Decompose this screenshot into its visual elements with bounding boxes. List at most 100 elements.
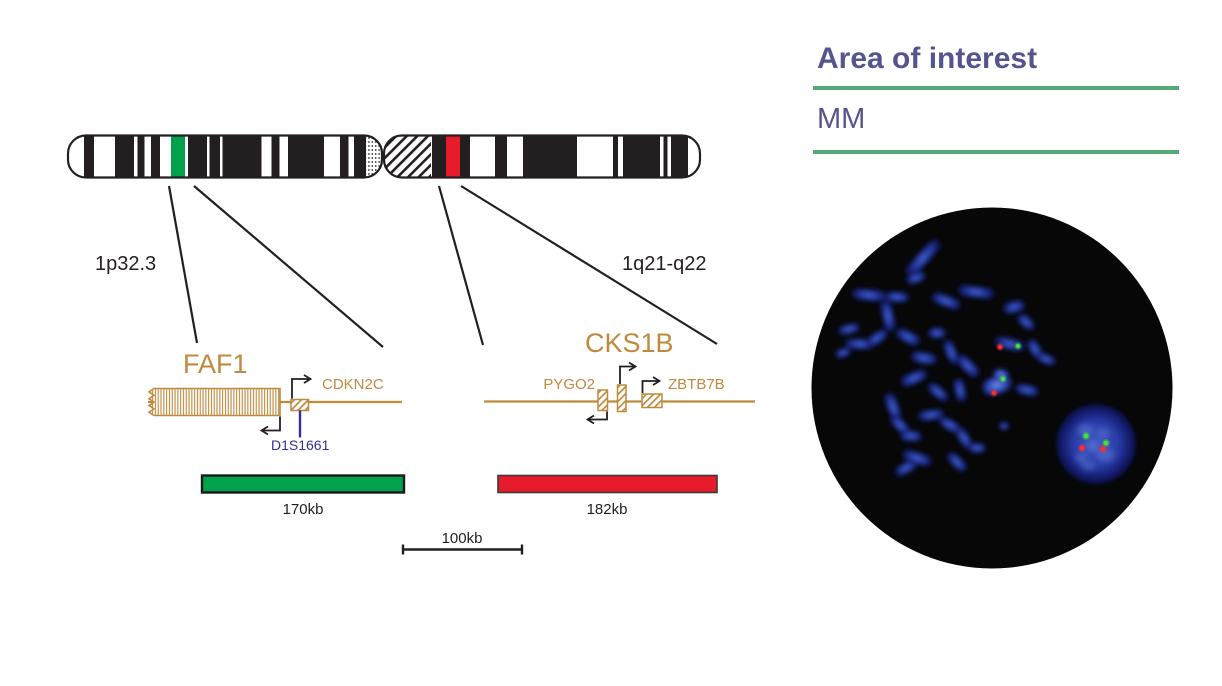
metaphase-chromosome xyxy=(1015,383,1039,397)
metaphase-chromosome xyxy=(900,430,922,442)
metaphase-chromosome xyxy=(883,392,903,422)
metaphase-chromosome xyxy=(993,368,1009,382)
q-arm-band xyxy=(460,135,470,178)
metaphase-chromosome xyxy=(953,378,967,402)
pygo2-gene-box xyxy=(597,389,609,412)
zbtb7b-transcription-arrow xyxy=(641,381,660,393)
metaphase-chromosome xyxy=(968,442,986,454)
q-arm-band xyxy=(663,135,668,178)
metaphase-chromosome xyxy=(911,350,937,366)
metaphase-chromosome xyxy=(894,459,918,477)
nucleus-chromatin-patch xyxy=(1081,461,1095,471)
metaphase-chromosome xyxy=(999,422,1009,430)
metaphase-chromosome xyxy=(946,451,968,473)
metaphase-chromosome xyxy=(927,382,949,402)
metaphase-chromosome xyxy=(838,322,860,336)
divider-top xyxy=(813,86,1179,90)
q-arm-outline xyxy=(382,134,702,179)
metaphase-chromosome xyxy=(852,287,886,303)
metaphase-chromosome xyxy=(889,414,911,436)
panel-title: Area of interest xyxy=(817,42,1038,75)
fish-signal-red xyxy=(991,390,997,396)
nucleus-chromatin-patch xyxy=(1075,453,1087,463)
q-arm xyxy=(384,135,700,178)
projection-line-1q-left xyxy=(437,185,485,346)
metaphase-chromosome xyxy=(942,339,960,365)
metaphase-spread xyxy=(835,239,1056,477)
fish-signal-green xyxy=(1103,440,1109,446)
metaphase-chromosome xyxy=(955,426,973,450)
faf1-gene-box xyxy=(147,387,281,417)
p-arm-band xyxy=(209,135,220,178)
q-arm-band xyxy=(613,135,618,178)
projection-line-1p-right xyxy=(193,185,384,348)
metaphase-chromosome xyxy=(1036,352,1056,366)
cdkn2c-gene-label: CDKN2C xyxy=(322,376,384,393)
metaphase-chromosome xyxy=(918,408,944,422)
probe-size-red: 182kb xyxy=(587,501,628,518)
p-arm-band xyxy=(84,135,94,178)
nucleus-chromatin-patch xyxy=(1097,448,1115,462)
probe-bar-green-170kb xyxy=(200,474,406,494)
metaphase-chromosome xyxy=(1003,299,1025,315)
p-arm-band xyxy=(115,135,134,178)
metaphase-chromosome xyxy=(895,327,921,347)
q-arm-band xyxy=(432,135,446,178)
scale-bar-label: 100kb xyxy=(442,530,483,547)
zbtb7b-gene-box xyxy=(641,393,663,409)
centromere-hatch xyxy=(384,135,431,178)
fish-signal-green xyxy=(1000,376,1006,382)
metaphase-chromosome xyxy=(928,327,946,339)
p-arm-band xyxy=(151,135,160,178)
p-arm-band xyxy=(137,135,145,178)
q-arm-band xyxy=(523,135,577,178)
metaphase-chromosome xyxy=(1017,313,1035,331)
metaphase-chromosome xyxy=(931,291,961,311)
metaphase-chromosome xyxy=(902,449,932,467)
cdkn2c-gene-box xyxy=(290,398,310,412)
q-arm-band xyxy=(495,135,507,178)
p-arm-band xyxy=(354,135,366,178)
cdkn2c-transcription-arrow xyxy=(291,379,310,399)
faf1-locus-map: FAF1 CDKN2C D1S1661 xyxy=(147,349,402,453)
divider-bottom xyxy=(813,150,1179,154)
metaphase-chromosome xyxy=(905,239,941,277)
probe-bar-red-182kb xyxy=(497,474,718,494)
pygo2-gene-label: PYGO2 xyxy=(543,376,595,393)
fish-signal-red xyxy=(1100,446,1106,452)
fish-image xyxy=(811,207,1173,569)
cks1b-transcription-arrow xyxy=(619,367,635,384)
zbtb7b-gene-label: ZBTB7B xyxy=(668,376,725,393)
band-label-1q21-q22: 1q21-q22 xyxy=(622,253,707,275)
p-arm-band xyxy=(188,135,207,178)
projection-line-1p-left xyxy=(167,185,199,344)
p-arm xyxy=(68,135,382,178)
scale-bar-line xyxy=(401,544,524,555)
metaphase-chromosome xyxy=(879,300,897,332)
metaphase-chromosome xyxy=(938,416,962,434)
projection-line-1q-right xyxy=(460,185,718,345)
panel-subtitle: MM xyxy=(817,103,866,135)
metaphase-chromosome xyxy=(866,328,888,348)
faf1-transcription-arrow xyxy=(262,416,281,431)
centromere-constriction-texture xyxy=(366,135,382,178)
metaphase-chromosome xyxy=(900,368,928,388)
cks1b-gene-box xyxy=(616,384,627,413)
metaphase-chromosome xyxy=(995,335,1025,353)
p-arm-outline xyxy=(66,134,384,179)
metaphase-chromosome xyxy=(906,271,926,285)
metaphase-chromosome xyxy=(835,347,851,359)
p-arm-band xyxy=(222,135,262,178)
metaphase-chromosome xyxy=(958,284,994,300)
q-arm-band xyxy=(671,135,688,178)
p-arm-band xyxy=(340,135,349,178)
metaphase-chromosome xyxy=(956,354,980,378)
faf1-gene-label: FAF1 xyxy=(183,349,248,379)
probe-bars: 170kb 182kb xyxy=(200,474,718,518)
metaphase-chromosome xyxy=(885,291,909,303)
probe-size-green: 170kb xyxy=(283,501,324,518)
interphase-nucleus xyxy=(1056,404,1136,484)
red-band-1q21 xyxy=(446,135,460,178)
